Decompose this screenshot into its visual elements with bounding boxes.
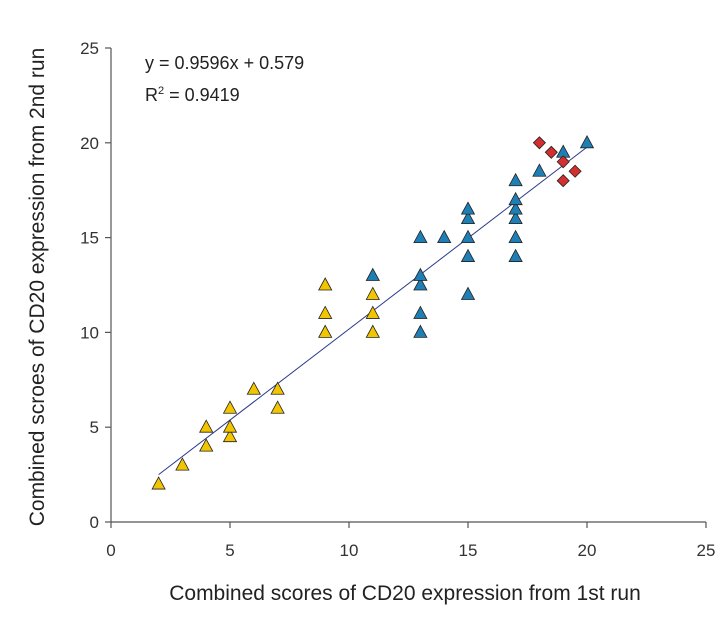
- data-points: [151, 134, 595, 490]
- blue-group-point: [460, 210, 476, 225]
- blue-group-point: [460, 201, 476, 215]
- x-tick-label: 10: [340, 541, 359, 560]
- red-group-point: [532, 136, 546, 150]
- yellow-group-point: [318, 277, 333, 291]
- y-tick-label: 25: [80, 39, 99, 58]
- red-group-point: [568, 164, 582, 178]
- blue-group-point: [460, 229, 476, 244]
- blue-group-point: [365, 267, 380, 281]
- r-squared-prefix: R: [145, 85, 158, 105]
- yellow-group-point: [365, 305, 380, 319]
- yellow-group-point: [365, 324, 380, 338]
- blue-group-point: [508, 172, 523, 187]
- blue-group-point: [460, 286, 476, 300]
- yellow-group-point: [365, 286, 380, 300]
- red-group-point: [556, 155, 570, 169]
- y-tick-label: 15: [80, 229, 99, 248]
- yellow-group-point: [222, 400, 238, 414]
- blue-group-point: [508, 229, 523, 244]
- x-tick-label: 15: [459, 541, 478, 560]
- y-tick-label: 0: [90, 513, 99, 532]
- x-axis-label: Combined scores of CD20 expression from …: [169, 582, 641, 605]
- yellow-group-point: [222, 428, 238, 443]
- blue-group-point: [413, 305, 428, 319]
- blue-group-point: [413, 229, 428, 244]
- blue-group-point: [579, 134, 595, 149]
- x-tick-label: 20: [578, 541, 597, 560]
- blue-group-point: [413, 324, 428, 338]
- blue-group-point: [413, 277, 428, 291]
- r-squared-label: R2 = 0.9419: [145, 85, 240, 105]
- yellow-group-point: [246, 381, 261, 395]
- regression-equation: y = 0.9596x + 0.579: [145, 53, 304, 73]
- r-squared-value: = 0.9419: [164, 85, 240, 105]
- x-tick-label: 25: [697, 541, 716, 560]
- red-group-point: [544, 145, 558, 159]
- yellow-group-point: [175, 457, 190, 471]
- yellow-group-point: [318, 324, 333, 338]
- yellow-group-point: [199, 419, 214, 433]
- x-tick-label: 0: [106, 541, 115, 560]
- red-group-point: [556, 174, 570, 188]
- blue-group-point: [437, 229, 452, 244]
- yellow-group-point: [318, 305, 333, 319]
- axes: 0 5 10 15 20 25 0 5 10 15 20 25: [80, 39, 715, 560]
- yellow-group-point: [270, 381, 285, 395]
- yellow-group-point: [222, 419, 238, 433]
- yellow-group-point: [270, 400, 285, 414]
- yellow-group-point: [151, 476, 166, 490]
- blue-group-point: [532, 163, 547, 177]
- y-axis-label: Combined scroes of CD20 expression from …: [26, 48, 49, 527]
- x-tick-label: 5: [225, 541, 234, 560]
- blue-group-point: [460, 248, 476, 262]
- r-squared-superscript: 2: [158, 85, 164, 97]
- y-tick-label: 20: [80, 134, 99, 153]
- y-tick-label: 10: [80, 323, 99, 342]
- blue-group-point: [508, 210, 523, 225]
- y-tick-label: 5: [90, 418, 99, 437]
- blue-group-point: [508, 191, 523, 206]
- yellow-group-point: [199, 438, 214, 452]
- blue-group-point: [508, 201, 523, 215]
- blue-group-point: [413, 267, 428, 281]
- blue-group-point: [508, 248, 523, 262]
